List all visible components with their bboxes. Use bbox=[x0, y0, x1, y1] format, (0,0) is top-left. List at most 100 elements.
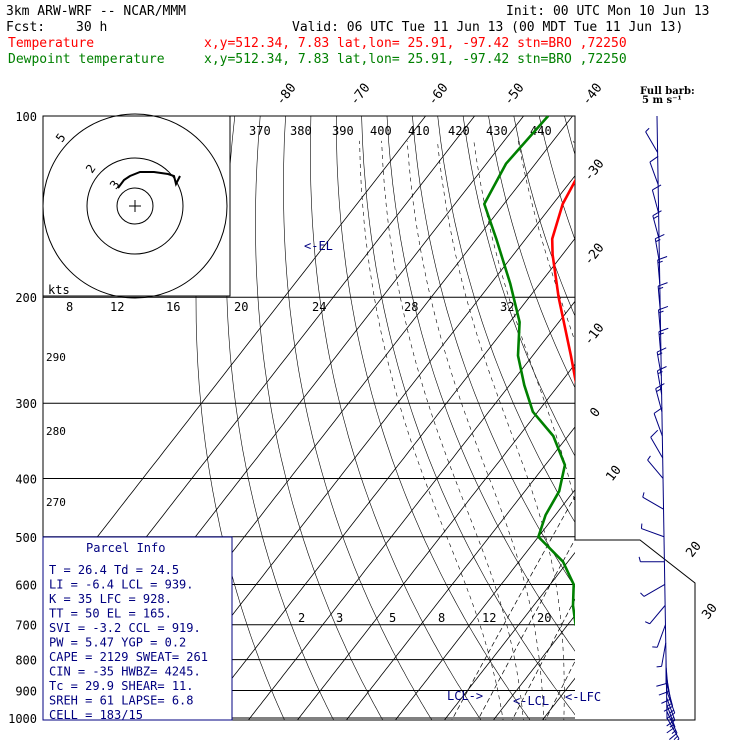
wind-barb bbox=[642, 492, 664, 510]
dry-adiabat-line bbox=[590, 116, 740, 731]
forecast-hour: 30 h bbox=[76, 20, 107, 35]
wind-barb bbox=[656, 366, 667, 395]
barb-shaft bbox=[650, 437, 664, 459]
barb-flag bbox=[666, 712, 676, 720]
dry-adiabat-line bbox=[462, 116, 575, 457]
dry-adiabat-label: 290 bbox=[46, 351, 66, 364]
barb-flag bbox=[658, 310, 664, 314]
mixing-ratio-low-label: 20 bbox=[537, 611, 551, 625]
mixing-ratio-label: 8 bbox=[66, 300, 73, 314]
wind-barb bbox=[652, 624, 666, 648]
parcel-info-line: TT = 50 EL = 165. bbox=[49, 607, 172, 621]
moist-adiabat-line bbox=[473, 140, 575, 505]
mixing-ratio-low-label: 8 bbox=[438, 611, 445, 625]
moist-adiabat-line bbox=[701, 141, 740, 731]
isotherm-label: -10 bbox=[581, 321, 607, 349]
hodograph-ring bbox=[86, 157, 184, 255]
mixing-ratio-line bbox=[477, 538, 575, 720]
barb-shaft bbox=[642, 496, 664, 510]
barb-shaft bbox=[647, 459, 664, 479]
mixing-ratio-low-label: 12 bbox=[482, 611, 496, 625]
dry-adiabat-line bbox=[336, 116, 531, 720]
mixing-ratio-line bbox=[545, 660, 575, 720]
isotherm-line bbox=[541, 677, 575, 720]
moist-adiabat-line bbox=[573, 140, 575, 148]
hodograph-ring bbox=[116, 187, 154, 225]
dewpoint-location: x,y=512.34, 7.83 lat,lon= 25.91, -97.42 … bbox=[204, 52, 627, 67]
barb-flag bbox=[658, 286, 664, 290]
hodograph-trace bbox=[117, 171, 181, 189]
pressure-label: 700 bbox=[15, 619, 37, 633]
isotherm-line bbox=[443, 551, 575, 720]
barb-flag bbox=[644, 621, 650, 625]
barb-flag bbox=[655, 233, 665, 240]
dry-adiabat-line bbox=[564, 116, 575, 156]
moist-adiabat-line bbox=[359, 140, 504, 720]
barb-flag bbox=[645, 127, 650, 133]
barb-shaft bbox=[657, 259, 661, 284]
moist-adiabat-line bbox=[381, 140, 524, 720]
parcel-info-line: CAPE = 2129 SWEAT= 261 bbox=[49, 650, 208, 664]
pressure-label: 400 bbox=[15, 472, 37, 486]
barb-shaft bbox=[649, 161, 659, 185]
forecast-label: Fcst: bbox=[6, 20, 45, 35]
mixing-ratio-label: 28 bbox=[404, 300, 418, 314]
barb-flag bbox=[655, 239, 661, 243]
theta-e-label: 370 bbox=[249, 124, 271, 138]
barb-flag bbox=[658, 691, 669, 696]
dry-adiabat-line bbox=[691, 116, 740, 731]
barb-shaft bbox=[657, 286, 661, 311]
barb-flag bbox=[657, 282, 668, 287]
isotherm-line bbox=[198, 237, 575, 720]
isotherm-line bbox=[681, 116, 740, 731]
isotherm-line bbox=[247, 300, 575, 720]
mixing-ratio-low-label: 2 bbox=[298, 611, 305, 625]
wind-barb bbox=[656, 659, 667, 687]
mixing-ratio-label: 24 bbox=[312, 300, 326, 314]
profiles bbox=[483, 116, 575, 627]
parcel-info-line: LI = -6.4 LCL = 939. bbox=[49, 578, 194, 592]
isotherm-line bbox=[345, 426, 575, 720]
thermo-grid bbox=[43, 116, 740, 731]
moist-adiabat-line bbox=[662, 141, 740, 731]
isotherm-line bbox=[583, 116, 740, 731]
barb-shaft bbox=[656, 370, 663, 395]
pressure-label: 200 bbox=[15, 291, 37, 305]
barb-flag bbox=[669, 723, 675, 728]
wind-barb bbox=[651, 184, 662, 214]
dry-adiabat-line bbox=[513, 116, 575, 317]
barb-flag bbox=[640, 592, 645, 597]
pressure-label: 800 bbox=[15, 654, 37, 668]
barb-flag bbox=[663, 705, 673, 712]
mixing-ratio-label: 12 bbox=[110, 300, 124, 314]
dry-adiabat-line bbox=[717, 116, 740, 731]
barb-shaft bbox=[645, 131, 659, 153]
pressure-label: 100 bbox=[15, 110, 37, 124]
barb-shaft bbox=[649, 605, 666, 625]
moist-adiabat-line bbox=[681, 141, 740, 731]
moist-adiabat-line bbox=[437, 140, 565, 720]
isotherm-line bbox=[296, 363, 575, 720]
barb-shaft bbox=[661, 642, 667, 667]
pressure-label: 1000 bbox=[8, 712, 37, 726]
dry-adiabat-line bbox=[615, 116, 740, 731]
isotherm-label: -20 bbox=[581, 241, 607, 269]
barb-flag bbox=[642, 492, 645, 498]
dry-adiabat-line bbox=[488, 116, 575, 389]
barb-scale-unit: 5 m s⁻¹ bbox=[642, 95, 682, 106]
dewpoint-legend: Dewpoint temperature bbox=[8, 52, 165, 67]
hodograph-ring bbox=[42, 113, 228, 299]
wind-barbs bbox=[638, 115, 680, 740]
barb-shaft bbox=[653, 413, 663, 437]
theta-e-label: 380 bbox=[290, 124, 312, 138]
temperature-legend: Temperature bbox=[8, 36, 94, 51]
valid-time: Valid: 06 UTC Tue 11 Jun 13 (00 MDT Tue … bbox=[292, 20, 683, 35]
moist-adiabat-line bbox=[642, 141, 692, 731]
barb-flag bbox=[652, 184, 662, 191]
dry-adiabat-label: 270 bbox=[46, 496, 66, 509]
el-marker: <-EL bbox=[304, 239, 333, 253]
barb-flag bbox=[669, 716, 675, 721]
isotherm-label: -50 bbox=[501, 81, 527, 109]
isotherm-label: -40 bbox=[579, 81, 605, 109]
barb-flag bbox=[652, 210, 662, 217]
